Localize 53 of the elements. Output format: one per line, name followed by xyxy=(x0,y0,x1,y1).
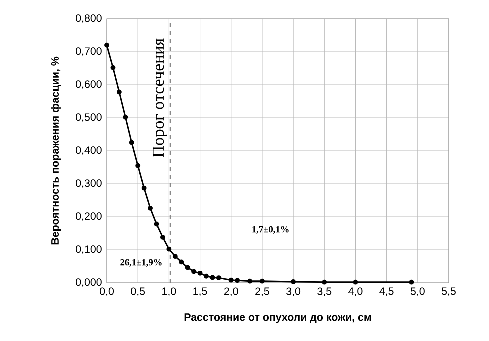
x-tick-label: 3,0 xyxy=(286,288,301,297)
point xyxy=(228,278,234,283)
y-tick-label: 0,600 xyxy=(76,80,102,90)
point xyxy=(116,90,122,95)
point xyxy=(192,269,197,274)
point xyxy=(148,206,153,211)
x-tick-label: 5,5 xyxy=(442,288,456,296)
point xyxy=(248,278,252,284)
point xyxy=(172,254,178,260)
y-tick-label: 0,000 xyxy=(76,278,102,288)
point xyxy=(322,280,328,285)
point xyxy=(166,246,172,252)
point xyxy=(235,278,240,284)
x-tick-label: 2,0 xyxy=(224,288,238,297)
y-axis-title: Вероятность поражения фасции, % xyxy=(51,56,62,245)
x-tick-label: 2,5 xyxy=(256,288,270,297)
point xyxy=(123,114,128,120)
y-tick-label: 0,300 xyxy=(76,180,102,188)
point xyxy=(160,234,166,240)
x-tick-label: 5,0 xyxy=(410,288,425,297)
point xyxy=(216,276,222,280)
point xyxy=(104,42,110,48)
y-tick-label: 0,400 xyxy=(76,146,102,156)
annotation: 1,7±0,1% xyxy=(252,226,289,234)
ref-line-label: Порог отсечения xyxy=(153,38,168,158)
point xyxy=(136,163,141,168)
point xyxy=(110,65,116,70)
point xyxy=(260,278,265,284)
x-tick-label: 1,5 xyxy=(194,288,208,296)
x-tick-label: 0,0 xyxy=(100,288,114,297)
x-axis-title: Расстояние от опухоли до кожи, см xyxy=(184,314,372,324)
y-tick-label: 0,700 xyxy=(76,48,102,56)
point xyxy=(179,260,184,265)
y-tick-label: 0,100 xyxy=(76,246,102,254)
point xyxy=(142,186,147,191)
y-tick-label: 0,800 xyxy=(76,14,102,24)
point xyxy=(353,280,358,285)
x-tick-label: 4,0 xyxy=(348,288,363,297)
x-tick-label: 3,5 xyxy=(318,288,332,297)
point xyxy=(409,280,414,285)
point xyxy=(198,270,203,276)
point xyxy=(154,222,160,227)
x-tick-label: 0,5 xyxy=(131,288,146,297)
x-tick-label: 1,0 xyxy=(162,288,176,297)
point xyxy=(129,140,134,146)
annotation: 26,1±1,9% xyxy=(120,259,162,268)
y-tick-label: 0,500 xyxy=(76,114,102,122)
x-tick-label: 4,5 xyxy=(380,288,394,296)
point xyxy=(210,275,216,280)
point xyxy=(291,280,296,284)
point xyxy=(185,265,190,270)
point xyxy=(204,274,209,279)
y-tick-label: 0,200 xyxy=(76,212,102,222)
